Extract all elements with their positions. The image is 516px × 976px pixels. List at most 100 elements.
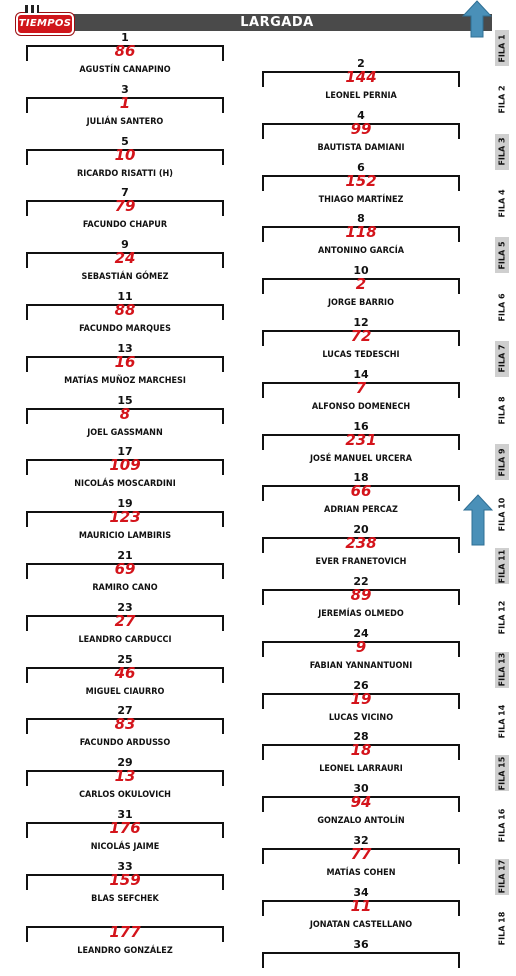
driver-name: CARLOS OKULOVICH bbox=[79, 790, 171, 801]
row-label-text: FILA 15 bbox=[497, 756, 507, 791]
car-number: 2 bbox=[355, 275, 367, 294]
grid-position: 32 bbox=[353, 834, 369, 847]
row-label: FILA 4 bbox=[495, 185, 509, 221]
grid-slot-bracket bbox=[26, 45, 224, 61]
driver-name: MATÍAS MUÑOZ MARCHESI bbox=[64, 375, 186, 386]
driver-name: FACUNDO CHAPUR bbox=[82, 220, 168, 231]
grid-slot-bracket bbox=[26, 511, 224, 528]
grid-slot-bracket bbox=[26, 407, 224, 424]
grid-slot-bracket bbox=[26, 200, 224, 217]
car-number: 77 bbox=[350, 845, 372, 863]
car-number: 231 bbox=[345, 430, 377, 449]
grid-position: 31 bbox=[117, 808, 133, 821]
row-label: FILA 9 bbox=[495, 444, 509, 481]
car-number: 24 bbox=[114, 249, 136, 268]
grid-slot-bracket bbox=[26, 563, 224, 579]
logo-text: TIEMPOS bbox=[18, 18, 72, 29]
row-label: FILA 2 bbox=[495, 82, 509, 118]
grid-slot-bracket bbox=[26, 148, 224, 165]
driver-name: BAUTISTA DAMIANI bbox=[317, 142, 405, 153]
tiempos-logo: TIEMPOS bbox=[16, 13, 74, 35]
row-label-text: FILA 9 bbox=[497, 448, 507, 477]
grid-slot-bracket bbox=[262, 174, 460, 191]
grid-slot-bracket bbox=[26, 304, 224, 320]
row-label: FILA 1 bbox=[495, 30, 509, 66]
grid-position: 25 bbox=[117, 652, 133, 666]
row-label: FILA 10 bbox=[495, 496, 509, 532]
driver-name: ANTONINO GARCÍA bbox=[317, 246, 405, 257]
grid-slot-bracket bbox=[262, 692, 460, 709]
car-number: 152 bbox=[345, 171, 377, 190]
row-label: FILA 12 bbox=[495, 600, 509, 636]
car-number: 118 bbox=[345, 223, 377, 242]
grid-slot-bracket bbox=[262, 640, 460, 657]
car-number: 176 bbox=[109, 819, 141, 837]
up-arrow-icon bbox=[462, 0, 492, 38]
car-number: 18 bbox=[350, 741, 372, 760]
car-number: 159 bbox=[109, 870, 141, 889]
driver-name: LUCAS TEDESCHI bbox=[322, 350, 400, 360]
driver-name: FACUNDO MARQUES bbox=[79, 324, 171, 334]
checkered-flag-icon bbox=[25, 5, 39, 13]
car-number: 46 bbox=[114, 663, 136, 682]
grid-position: 8 bbox=[357, 212, 365, 226]
car-number: 94 bbox=[350, 793, 372, 812]
row-label-text: FILA 5 bbox=[497, 241, 507, 270]
row-label: FILA 14 bbox=[495, 703, 509, 739]
row-label: FILA 11 bbox=[495, 548, 509, 584]
grid-position: 9 bbox=[121, 238, 129, 252]
car-number: 9 bbox=[355, 637, 367, 656]
grid-position: 7 bbox=[121, 186, 129, 200]
row-label-text: FILA 11 bbox=[497, 549, 507, 583]
grid-position: 19 bbox=[117, 497, 133, 511]
row-label: FILA 3 bbox=[495, 133, 509, 170]
grid-position: 27 bbox=[117, 704, 133, 718]
grid-slot-bracket bbox=[262, 589, 460, 605]
driver-name: JULIÁN SANTERO bbox=[86, 116, 164, 127]
row-label-text: FILA 7 bbox=[497, 344, 507, 373]
driver-name: LEONEL LARRAURI bbox=[319, 764, 403, 775]
car-number: 66 bbox=[350, 482, 372, 501]
grid-slot-bracket bbox=[262, 848, 460, 864]
grid-position: 29 bbox=[117, 756, 133, 770]
driver-name: GONZALO ANTOLÍN bbox=[317, 816, 405, 827]
driver-name: MATÍAS COHEN bbox=[326, 868, 396, 878]
car-number: 7 bbox=[355, 378, 367, 397]
row-label-text: FILA 16 bbox=[497, 808, 507, 842]
driver-name: MIGUEL CIAURRO bbox=[85, 686, 165, 697]
row-label: FILA 17 bbox=[495, 858, 509, 895]
car-number: 109 bbox=[109, 456, 141, 475]
page-title: LARGADA bbox=[240, 15, 314, 30]
grid-slot-bracket bbox=[26, 614, 224, 631]
car-number: 89 bbox=[350, 586, 372, 604]
driver-name: JORGE BARRIO bbox=[328, 298, 394, 309]
car-number: 177 bbox=[109, 922, 141, 941]
grid-position: 12 bbox=[353, 316, 369, 329]
row-label: FILA 6 bbox=[495, 289, 509, 325]
grid-position: 13 bbox=[117, 341, 133, 355]
row-label-text: FILA 4 bbox=[497, 189, 507, 218]
car-number: 69 bbox=[114, 560, 136, 578]
row-label-text: FILA 8 bbox=[497, 396, 507, 425]
row-label-text: FILA 10 bbox=[497, 497, 507, 532]
grid-slot-bracket bbox=[262, 899, 460, 916]
row-label-text: FILA 18 bbox=[497, 911, 507, 946]
grid-position: 36 bbox=[353, 937, 369, 951]
grid-slot-bracket bbox=[262, 485, 460, 502]
driver-name: RICARDO RISATTI (H) bbox=[76, 168, 174, 179]
driver-name: FABIAN YANNANTUONI bbox=[309, 660, 413, 671]
driver-name: JOSÉ MANUEL URCERA bbox=[309, 453, 413, 464]
grid-position: 18 bbox=[353, 471, 369, 485]
grid-position: 5 bbox=[121, 134, 129, 148]
grid-position: 15 bbox=[117, 393, 133, 407]
car-number: 13 bbox=[114, 767, 136, 786]
grid-position: 23 bbox=[117, 600, 133, 614]
grid-position: 2 bbox=[357, 57, 365, 70]
row-label-text: FILA 2 bbox=[497, 85, 507, 114]
driver-name: FACUNDO ARDUSSO bbox=[79, 738, 171, 749]
row-label: FILA 16 bbox=[495, 807, 509, 843]
car-number: 8 bbox=[119, 404, 131, 423]
grid-slot-bracket bbox=[262, 330, 460, 346]
grid-slot-bracket bbox=[26, 355, 224, 372]
